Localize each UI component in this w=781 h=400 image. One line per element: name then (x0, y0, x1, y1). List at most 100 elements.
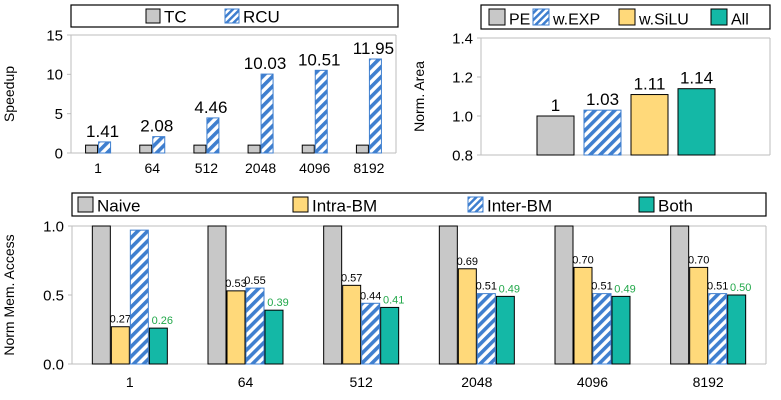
area-legend-swatch-w-exp (532, 8, 550, 26)
memaccess-legend-box (71, 192, 767, 217)
area-y-axis-label: Norm. Area (411, 61, 427, 132)
area-data-label-w-exp: 1.03 (586, 90, 619, 109)
mem-data-label-intra-bm-8192: 0.70 (688, 254, 709, 266)
memaccess-legend-label-both: Both (658, 197, 693, 216)
speedup-bar-tc-1 (85, 144, 99, 154)
speedup-legend-label-rcu: RCU (243, 8, 280, 27)
speedup-x-tick-label: 4096 (299, 160, 330, 176)
speedup-bar-tc-512 (193, 144, 207, 154)
speedup-data-label-2048: 10.03 (244, 54, 287, 73)
speedup-data-label-512: 4.46 (194, 98, 227, 117)
speedup-legend-swatch-rcu (224, 8, 240, 24)
mem-data-label-intra-bm-4096: 0.70 (572, 254, 593, 266)
speedup-data-label-64: 2.08 (140, 117, 173, 136)
mem-x-tick-label: 2048 (461, 374, 492, 390)
speedup-bar-tc-64 (139, 144, 153, 154)
mem-data-label-both-512: 0.41 (383, 294, 404, 306)
mem-data-label-both-4096: 0.49 (614, 283, 635, 295)
speedup-data-label-1: 1.41 (86, 122, 119, 141)
mem-data-label-intra-bm-64: 0.53 (225, 278, 246, 290)
mem-bar-intra-bm-64 (226, 290, 246, 365)
mem-x-tick-label: 64 (238, 374, 254, 390)
mem-x-tick-label: 1 (126, 374, 134, 390)
mem-bar-naive-2048 (438, 225, 458, 365)
mem-data-label-both-64: 0.39 (267, 297, 288, 309)
speedup-bar-tc-2048 (247, 144, 261, 154)
mem-bar-intra-bm-512 (342, 284, 362, 365)
speedup-legend-swatch-tc (145, 8, 161, 24)
speedup-legend: TC RCU (70, 4, 399, 28)
area-legend-swatch-all (710, 8, 728, 26)
speedup-bar-rcu-64 (152, 136, 166, 154)
memaccess-legend-label-inter-bm: Inter-BM (487, 197, 552, 216)
area-legend-label-pe: PE (509, 12, 530, 29)
area-bar-pe (536, 115, 575, 156)
speedup-y-tick-label: 10 (46, 67, 63, 84)
mem-bar-both-8192 (727, 294, 747, 365)
speedup-bar-rcu-4096 (314, 69, 328, 154)
area-y-tick-label: 0.8 (452, 147, 473, 164)
memaccess-legend-swatch-intra-bm (292, 196, 309, 213)
mem-bar-naive-64 (207, 225, 227, 365)
memaccess-legend-swatch-both (638, 196, 655, 213)
mem-data-label-intra-bm-1: 0.27 (110, 314, 131, 326)
area-data-label-w-silu: 1.11 (634, 75, 666, 94)
mem-bar-naive-1 (91, 225, 111, 365)
speedup-x-tick-label: 2048 (245, 160, 276, 176)
memaccess-y-tick-label: 1.0 (43, 218, 64, 235)
speedup-x-tick-label: 1 (94, 160, 102, 176)
mem-bar-both-4096 (611, 295, 631, 365)
mem-bar-inter-bm-64 (245, 287, 265, 365)
speedup-x-tick-label: 512 (195, 160, 219, 176)
area-legend-label-w-exp: w.EXP (552, 12, 600, 29)
memaccess-legend-label-naive: Naive (97, 197, 140, 216)
mem-x-tick-label: 4096 (577, 374, 608, 390)
speedup-bar-tc-4096 (301, 144, 315, 154)
area-bar-all (677, 88, 716, 156)
mem-data-label-both-1: 0.26 (152, 315, 173, 327)
area-bar-w-exp (583, 109, 622, 156)
memaccess-legend-swatch-inter-bm (467, 196, 484, 213)
speedup-y-axis-label: Speedup (1, 66, 17, 122)
area-legend-swatch-w-silu (618, 8, 636, 26)
mem-access-chart: Naive Intra-BM Inter-BM Both 0.0 0.5 1.0 Norm M… (1, 192, 767, 390)
area-data-label-pe: 1 (551, 96, 560, 115)
mem-bar-intra-bm-2048 (457, 268, 477, 365)
mem-bar-naive-512 (323, 225, 343, 365)
speedup-y-tick-label: 5 (55, 106, 63, 123)
mem-data-label-intra-bm-512: 0.57 (341, 272, 362, 284)
mem-bar-intra-bm-4096 (573, 266, 593, 365)
speedup-bar-rcu-2048 (260, 73, 274, 154)
mem-data-label-inter-bm-4096: 0.51 (591, 281, 612, 293)
area-legend: PE w.EXP w.SiLU All (480, 4, 771, 30)
speedup-y-tick-label: 0 (55, 145, 63, 162)
mem-data-label-inter-bm-8192: 0.51 (707, 281, 728, 293)
memaccess-legend: Naive Intra-BM Inter-BM Both (71, 192, 767, 217)
mem-bar-inter-bm-8192 (708, 293, 728, 365)
area-y-tick-label: 1.0 (452, 108, 473, 125)
area-legend-label-w-silu: w.SiLU (638, 12, 689, 29)
memaccess-legend-swatch-naive (77, 196, 94, 213)
speedup-chart: TC RCU 0 5 10 15 Speedup 1.41 1 2.08 64 4.46 512 10.0… (1, 4, 399, 176)
mem-x-tick-label: 512 (349, 374, 373, 390)
mem-data-label-inter-bm-64: 0.55 (244, 275, 265, 287)
mem-bar-inter-bm-512 (361, 302, 381, 365)
area-data-label-all: 1.14 (680, 69, 713, 88)
speedup-data-label-4096: 10.51 (298, 50, 341, 69)
speedup-legend-label-tc: TC (164, 8, 187, 27)
mem-bar-intra-bm-8192 (689, 266, 709, 365)
speedup-data-label-8192: 11.95 (353, 39, 394, 58)
memaccess-y-axis-label: Norm Mem. Access (1, 234, 17, 355)
mem-data-label-both-8192: 0.50 (730, 282, 751, 294)
area-y-tick-label: 1.4 (452, 30, 473, 47)
speedup-bar-rcu-8192 (368, 58, 382, 154)
mem-bar-inter-bm-1 (129, 229, 149, 365)
speedup-x-tick-label: 64 (144, 160, 160, 176)
mem-data-label-both-2048: 0.49 (499, 283, 520, 295)
mem-bar-naive-8192 (670, 225, 690, 365)
mem-bar-both-512 (380, 306, 400, 365)
area-bar-w-silu (630, 94, 669, 156)
area-legend-swatch-pe (488, 8, 506, 26)
mem-x-tick-label: 8192 (693, 374, 724, 390)
